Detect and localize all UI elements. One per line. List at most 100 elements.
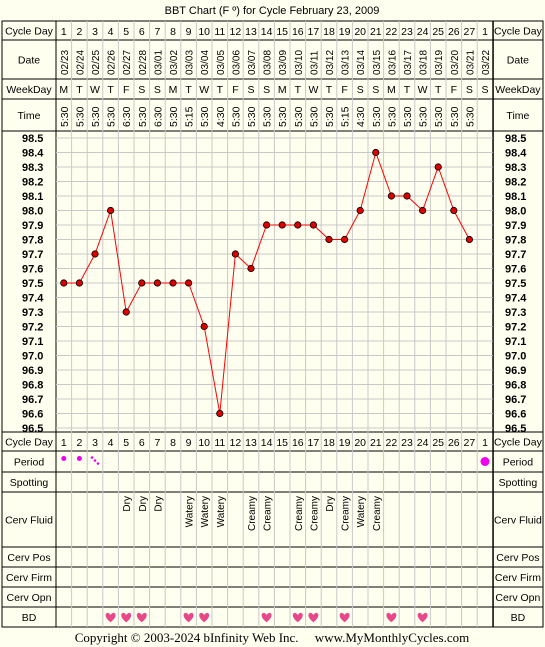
y-tick-label-right: 97.3 (505, 307, 526, 319)
weekday-label: T (435, 84, 442, 96)
temperature-point (418, 206, 427, 215)
row-label-right: Cycle Day (494, 26, 543, 38)
cerv-fluid-label: Watery (356, 496, 367, 527)
time-label: 6:30 (152, 106, 164, 127)
bd-heart-icon (292, 612, 303, 623)
date-label: 03/17 (403, 50, 414, 75)
y-tick-label-right: 97.6 (505, 264, 526, 276)
weekday-label: F (451, 84, 457, 96)
weekday-label: M (59, 84, 68, 96)
cerv-fluid-label: Dry (325, 496, 336, 512)
temperature-point (138, 279, 146, 287)
row-label-left: Period (14, 457, 45, 469)
temperature-point (278, 221, 286, 229)
y-tick-label-left: 96.7 (22, 394, 43, 406)
cycle-day-label: 11 (214, 26, 225, 38)
cycle-day-label: 16 (292, 26, 304, 38)
temperature-point (153, 279, 161, 287)
cerv-fluid-label: Watery (216, 496, 227, 527)
y-tick-label-left: 97.6 (22, 264, 43, 276)
bd-heart-icon (199, 612, 210, 623)
date-label: 03/12 (325, 50, 336, 75)
cycle-day-label-bottom: 7 (154, 437, 160, 449)
row-label-left: Cerv Firm (6, 572, 52, 584)
weekday-label: F (341, 84, 347, 96)
cycle-day-label-bottom: 13 (245, 437, 257, 449)
period-marker (61, 456, 67, 461)
cycle-day-label-bottom: 9 (186, 437, 192, 449)
cycle-day-label: 27 (464, 26, 476, 38)
bd-heart-icon (417, 612, 428, 623)
cerv-fluid-label: Creamy (247, 496, 258, 531)
y-tick-label-right: 96.8 (505, 380, 526, 392)
y-tick-label-left: 97.5 (22, 278, 43, 290)
date-label: 03/02 (169, 50, 180, 75)
cycle-day-label-bottom: 15 (276, 437, 288, 449)
period-marker-light (90, 456, 94, 459)
bd-heart-icon (308, 612, 319, 623)
time-label: 5:30 (262, 106, 274, 127)
y-tick-label-right: 97.0 (505, 351, 526, 363)
temperature-point (169, 279, 177, 287)
cycle-day-label-bottom: 10 (198, 437, 210, 449)
y-tick-label-right: 96.6 (505, 409, 526, 421)
time-label: 5:15 (184, 106, 196, 127)
cerv-fluid-label: Dry (138, 496, 149, 512)
cycle-day-label: 15 (276, 26, 288, 38)
y-tick-label-right: 96.5 (505, 423, 526, 435)
date-label: 03/11 (309, 50, 320, 75)
y-tick-label-left: 98.0 (22, 206, 43, 218)
bd-heart-icon (339, 612, 350, 623)
chart-title: BBT Chart (F º) for Cycle February 23, 2… (165, 5, 380, 17)
cycle-day-label-bottom: 1 (482, 437, 488, 449)
copyright-notice: Copyright © 2003-2024 bInfinity Web Inc.… (75, 630, 469, 645)
y-tick-label-left: 97.2 (22, 322, 43, 334)
cycle-day-label: 2 (76, 26, 82, 38)
weekday-label: S (138, 84, 145, 96)
cycle-day-label-bottom: 1 (61, 437, 67, 449)
temperature-point (60, 279, 68, 287)
time-label: 5:30 (449, 106, 461, 127)
cycle-day-label-bottom: 5 (123, 437, 129, 449)
cycle-day-label-bottom: 17 (308, 437, 320, 449)
date-label: 02/25 (91, 50, 102, 75)
cycle-day-label-bottom: 21 (370, 437, 382, 449)
weekday-label: W (418, 84, 428, 96)
y-tick-label-right: 97.8 (505, 235, 526, 247)
temperature-point (75, 279, 84, 287)
weekday-label: S (466, 84, 473, 96)
row-label-right: Date (507, 55, 529, 67)
row-label-left: WeekDay (6, 84, 52, 96)
row-label-right: Spotting (499, 477, 538, 489)
cycle-day-label: 3 (92, 26, 98, 38)
date-label: 03/18 (419, 50, 430, 75)
cycle-day-label: 26 (448, 26, 460, 38)
cycle-day-label: 23 (401, 26, 413, 38)
time-label: 5:30 (230, 106, 242, 127)
date-label: 03/08 (263, 50, 274, 75)
cycle-day-label: 17 (308, 26, 320, 38)
bd-heart-icon (183, 612, 194, 623)
time-label: 5:30 (90, 106, 102, 127)
time-label: 5:30 (74, 106, 86, 127)
weekday-label: S (357, 84, 364, 96)
temperature-point (450, 206, 458, 215)
y-tick-label-right: 96.7 (505, 394, 526, 406)
temperature-point (387, 192, 395, 200)
date-label: 03/03 (185, 50, 196, 75)
time-label: 5:30 (277, 106, 289, 127)
cycle-day-label: 13 (245, 26, 257, 38)
y-tick-label-left: 96.6 (22, 409, 43, 421)
y-tick-label-right: 97.2 (505, 322, 526, 334)
cycle-day-label-bottom: 12 (230, 437, 242, 449)
y-tick-label-right: 98.0 (505, 206, 526, 218)
cycle-day-label-bottom: 2 (76, 437, 82, 449)
y-tick-label-left: 98.5 (22, 133, 43, 145)
y-tick-label-right: 98.3 (505, 162, 526, 174)
row-label-left: Spotting (10, 477, 49, 489)
time-label: 5:30 (59, 106, 71, 127)
cycle-day-label-bottom: 26 (448, 437, 460, 449)
y-tick-label-left: 97.3 (22, 307, 43, 319)
cycle-day-label-bottom: 22 (386, 437, 398, 449)
